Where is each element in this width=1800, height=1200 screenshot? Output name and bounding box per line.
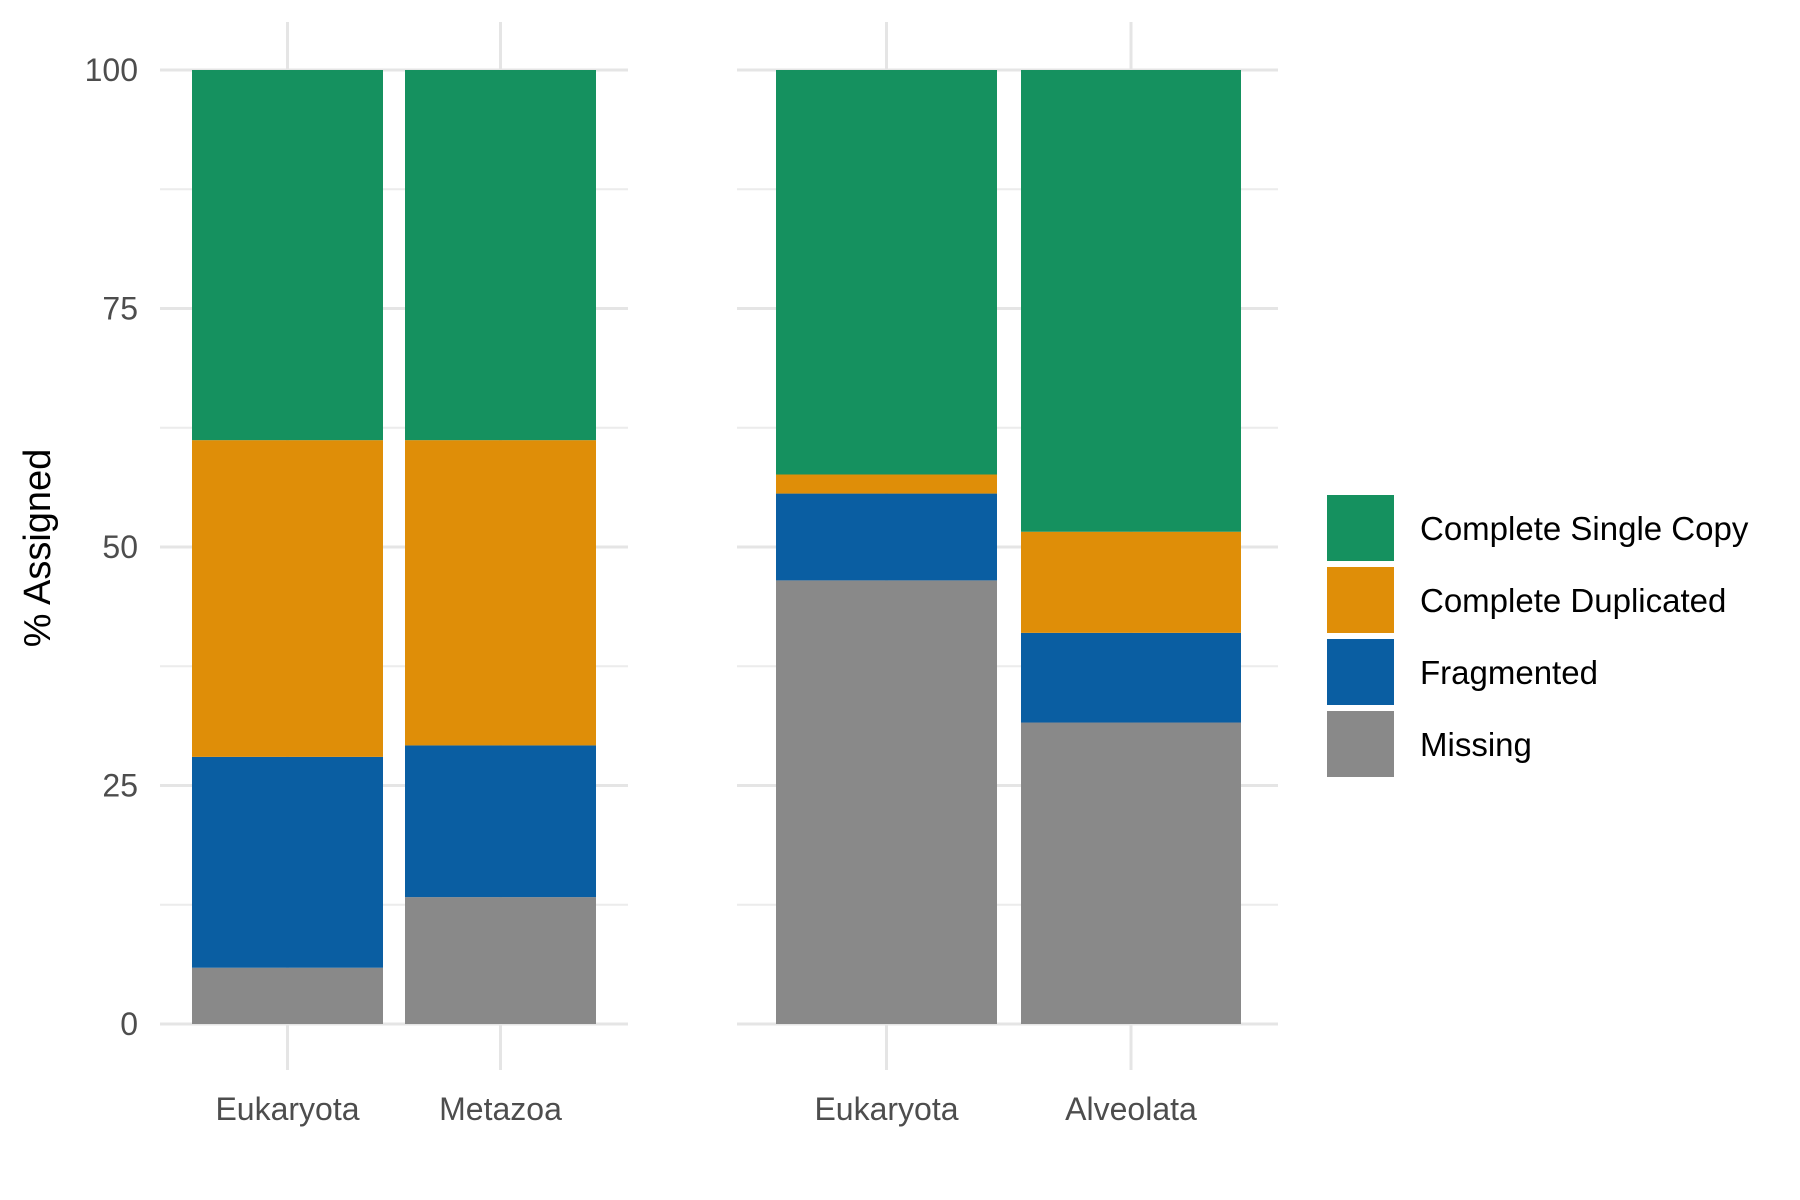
bar-segment-fragmented xyxy=(1021,632,1241,723)
legend-swatch xyxy=(1327,639,1394,705)
legend-label: Complete Single Copy xyxy=(1420,510,1749,547)
legend-item: Complete Single Copy xyxy=(1327,495,1749,561)
x-tick-label: Alveolata xyxy=(1065,1091,1197,1127)
panels-layer: Eukaryota Metazoa Eukaryota Alveolata xyxy=(160,22,1278,1127)
bar-segment-complete-single-copy xyxy=(405,70,596,441)
legend: Complete Single Copy Complete Duplicated F… xyxy=(1327,495,1749,777)
bar-segment-fragmented xyxy=(192,756,383,968)
bar-segment-missing xyxy=(405,897,596,1024)
x-tick-label: Eukaryota xyxy=(814,1091,958,1127)
y-tick-label: 50 xyxy=(102,529,138,565)
y-axis-title: % Assigned xyxy=(17,449,59,648)
bar-segment-complete-single-copy xyxy=(192,70,383,441)
bar-segment-complete-duplicated xyxy=(1021,531,1241,633)
legend-label: Missing xyxy=(1420,726,1532,763)
y-tick-label: 25 xyxy=(102,768,138,804)
bar-segment-missing xyxy=(1021,722,1241,1024)
legend-item: Complete Duplicated xyxy=(1327,567,1726,633)
bar-segment-fragmented xyxy=(405,745,596,898)
bar-segment-missing xyxy=(192,967,383,1024)
legend-swatch xyxy=(1327,711,1394,777)
x-tick-label: Eukaryota xyxy=(215,1091,359,1127)
panel-2: Eukaryota Alveolata xyxy=(737,22,1278,1127)
legend-item: Fragmented xyxy=(1327,639,1598,705)
legend-label: Complete Duplicated xyxy=(1420,582,1726,619)
panel-1: Eukaryota Metazoa xyxy=(160,22,628,1127)
bar-segment-complete-duplicated xyxy=(192,440,383,757)
bar-segment-complete-single-copy xyxy=(776,70,997,475)
x-tick-label: Metazoa xyxy=(439,1091,562,1127)
legend-swatch xyxy=(1327,495,1394,561)
legend-swatch xyxy=(1327,567,1394,633)
legend-item: Missing xyxy=(1327,711,1532,777)
bar-segment-complete-single-copy xyxy=(1021,70,1241,532)
bar-segment-complete-duplicated xyxy=(776,474,997,494)
legend-label: Fragmented xyxy=(1420,654,1598,691)
y-axis: 0 25 50 75 100 xyxy=(85,52,138,1042)
y-tick-label: 75 xyxy=(102,291,138,327)
bar-segment-complete-duplicated xyxy=(405,440,596,746)
bar-segment-fragmented xyxy=(776,493,997,581)
y-tick-label: 100 xyxy=(85,52,138,88)
y-tick-label: 0 xyxy=(120,1006,138,1042)
bar-segment-missing xyxy=(776,580,997,1024)
